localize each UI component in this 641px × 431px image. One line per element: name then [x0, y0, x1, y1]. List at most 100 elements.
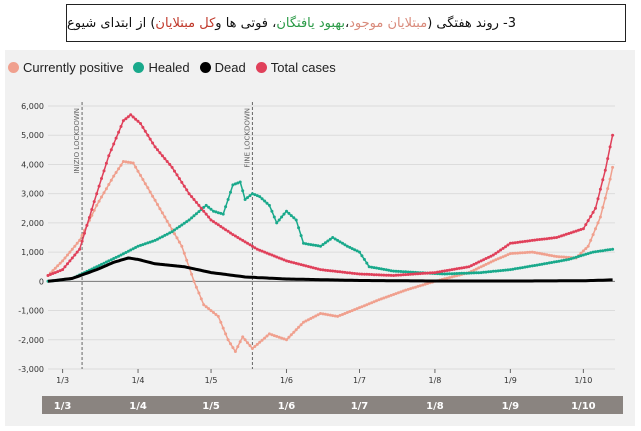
series-point-1: [241, 189, 245, 193]
series-point-3: [141, 125, 145, 129]
series-point-3: [367, 272, 371, 276]
series-point-0: [499, 256, 503, 260]
series-point-1: [569, 257, 573, 261]
series-point-0: [542, 252, 546, 256]
series-point-0: [606, 187, 610, 191]
band-month-label: 1/9: [502, 401, 520, 412]
series-point-0: [474, 267, 478, 271]
series-point-3: [598, 187, 602, 191]
series-point-3: [569, 231, 573, 235]
series-point-0: [197, 291, 201, 295]
series-point-1: [521, 266, 524, 270]
series-point-3: [61, 268, 65, 272]
series-point-3: [126, 115, 130, 119]
series-point-0: [589, 238, 593, 242]
legend-item-total: Total cases: [255, 60, 336, 75]
series-point-3: [457, 266, 461, 270]
series-point-0: [525, 250, 529, 254]
series-point-0: [394, 292, 398, 296]
series-point-0: [594, 227, 597, 231]
series-point-1: [175, 226, 179, 230]
series-point-0: [212, 311, 215, 314]
series-point-3: [608, 145, 612, 149]
series-point-0: [112, 174, 116, 178]
series-point-3: [263, 250, 267, 254]
band-month-label: 1/5: [202, 401, 220, 412]
figure-caption: 3- روند هفتگی (مبتلایان موجود ، بهبود یاف…: [66, 4, 626, 42]
series-point-3: [158, 151, 162, 155]
series-point-0: [450, 275, 454, 279]
series-point-0: [75, 241, 79, 245]
series-point-1: [219, 211, 223, 215]
series-point-1: [294, 218, 298, 222]
series-point-3: [197, 203, 201, 207]
series-point-1: [246, 196, 249, 200]
series-point-1: [97, 264, 101, 268]
series-point-0: [358, 306, 361, 310]
series-point-3: [87, 216, 91, 219]
series-point-1: [440, 272, 444, 276]
series-point-1: [302, 241, 305, 245]
series-point-1: [467, 271, 471, 275]
series-point-1: [321, 243, 325, 246]
series-point-3: [226, 229, 230, 233]
series-point-0: [411, 286, 415, 290]
series-point-3: [297, 262, 301, 266]
series-point-3: [175, 173, 179, 177]
series-point-3: [53, 271, 57, 275]
series-point-1: [289, 214, 293, 218]
series-point-3: [192, 198, 196, 201]
series-point-1: [460, 271, 464, 275]
series-point-3: [504, 245, 507, 249]
series-point-0: [180, 244, 184, 248]
series-point-1: [396, 269, 400, 273]
series-point-1: [560, 259, 563, 263]
series-point-0: [406, 287, 410, 291]
series-point-3: [421, 271, 425, 275]
series-point-3: [255, 247, 259, 251]
series-point-0: [260, 338, 264, 342]
series-point-3: [66, 262, 69, 266]
series-point-3: [294, 261, 298, 265]
series-point-0: [399, 290, 403, 294]
series-point-3: [136, 119, 140, 123]
series-point-0: [508, 252, 512, 256]
x-tick-label: 1/9: [504, 376, 517, 385]
series-point-0: [277, 335, 281, 339]
series-point-1: [287, 211, 291, 215]
series-point-0: [236, 345, 240, 349]
series-point-1: [250, 192, 254, 196]
series-point-1: [504, 268, 507, 272]
series-point-1: [326, 239, 330, 243]
series-point-1: [117, 254, 121, 258]
series-point-1: [577, 255, 580, 258]
series-point-1: [134, 246, 138, 249]
series-point-3: [216, 223, 220, 227]
annotation-label: FINE LOCKDOWN: [243, 108, 251, 168]
series-point-1: [345, 244, 349, 248]
series-point-3: [311, 266, 315, 270]
series-point-3: [525, 239, 529, 243]
series-point-3: [170, 165, 174, 169]
series-point-0: [482, 264, 486, 268]
series-point-1: [545, 261, 549, 265]
series-point-1: [253, 193, 257, 197]
series-point-0: [80, 233, 84, 237]
series-point-1: [392, 269, 396, 273]
series-point-3: [562, 233, 566, 237]
series-point-3: [243, 240, 247, 244]
series-point-3: [406, 273, 410, 276]
x-tick-label: 1/8: [428, 376, 441, 385]
series-point-1: [124, 251, 128, 254]
series-point-1: [591, 250, 595, 254]
series-point-0: [289, 333, 293, 337]
series-point-3: [309, 265, 313, 269]
series-point-3: [394, 273, 398, 277]
series-point-1: [445, 272, 449, 276]
series-point-0: [272, 334, 276, 338]
series-point-3: [267, 252, 271, 256]
series-point-1: [114, 255, 118, 259]
series-point-3: [343, 270, 347, 274]
series-point-1: [513, 267, 517, 271]
series-point-0: [372, 300, 376, 304]
